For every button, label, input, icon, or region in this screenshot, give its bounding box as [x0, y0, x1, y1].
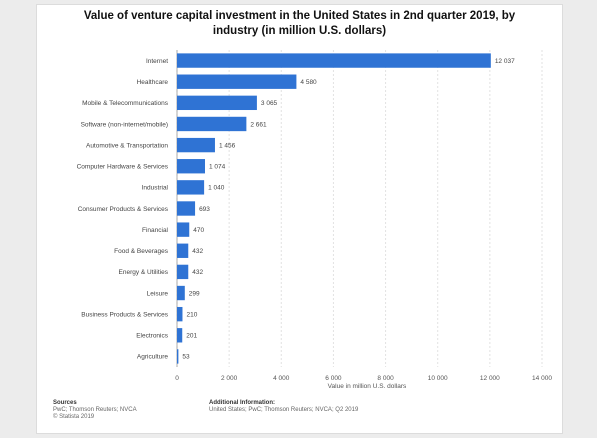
value-label: 432: [192, 248, 203, 255]
bar: [177, 159, 206, 174]
value-label: 3 065: [261, 100, 278, 107]
additional-info-text: United States; PwC; Thomson Reuters; NVC…: [209, 407, 359, 413]
sources-heading: Sources: [53, 400, 77, 406]
bar: [177, 349, 179, 364]
sources-text: PwC; Thomson Reuters; NVCA: [53, 407, 137, 413]
x-axis-label: Value in million U.S. dollars: [327, 383, 407, 390]
value-label: 2 661: [250, 121, 267, 128]
x-tick-label: 8 000: [377, 375, 394, 382]
bar: [177, 95, 257, 111]
category-label: Automotive & Transportation: [86, 142, 168, 149]
value-label: 210: [186, 311, 197, 318]
chart-title: Value of venture capital investment in t…: [37, 9, 562, 39]
value-label: 201: [186, 333, 197, 340]
additional-info-section: Additional Information: United States; P…: [209, 400, 358, 414]
category-label: Electronics: [136, 333, 169, 340]
bar: [177, 201, 196, 216]
value-label: 12 037: [495, 58, 515, 65]
x-tick-label: 0: [175, 375, 179, 382]
chart-title-line-2: industry (in million U.S. dollars): [212, 25, 387, 37]
category-label: Business Products & Services: [81, 311, 168, 318]
value-label: 693: [199, 206, 210, 213]
category-label: Computer Hardware & Services: [77, 164, 169, 171]
bar: [177, 243, 189, 258]
x-tick-label: 12 000: [480, 375, 500, 382]
bar: [177, 264, 189, 280]
bar: [177, 306, 183, 322]
value-label: 299: [189, 290, 200, 297]
category-label: Leisure: [147, 290, 169, 297]
chart-card: Value of venture capital investment in t…: [36, 4, 563, 434]
category-label: Food & Beverages: [114, 248, 169, 255]
additional-info-heading: Additional Information:: [209, 400, 275, 406]
category-label: Agriculture: [137, 354, 168, 361]
bar: [177, 285, 185, 301]
bar: [177, 74, 297, 89]
value-label: 1 456: [219, 142, 236, 149]
chart-title-line-1: Value of venture capital investment in t…: [83, 10, 516, 22]
bar: [177, 137, 215, 153]
value-label: 1 074: [209, 164, 226, 171]
category-label: Financial: [142, 227, 169, 234]
category-label: Energy & Utilities: [119, 269, 169, 276]
copyright-text: © Statista 2019: [53, 414, 95, 420]
category-label: Internet: [146, 58, 168, 65]
x-tick-label: 14 000: [532, 375, 552, 382]
x-tick-label: 4 000: [273, 375, 290, 382]
x-tick-label: 2 000: [221, 375, 238, 382]
value-label: 4 580: [300, 79, 317, 86]
bar: [177, 53, 491, 68]
sources-section: Sources PwC; Thomson Reuters; NVCA © Sta…: [53, 400, 137, 421]
category-label: Industrial: [142, 185, 169, 192]
category-label: Consumer Products & Services: [78, 206, 169, 213]
value-label: 1 040: [208, 185, 225, 192]
category-label: Healthcare: [137, 79, 169, 86]
value-label: 53: [182, 354, 190, 361]
value-label: 470: [193, 227, 204, 234]
x-tick-label: 6 000: [325, 375, 342, 382]
category-label: Mobile & Telecommunications: [82, 100, 169, 107]
bar-chart: 0 2 000 4 000 6 000 8 000 10 000 12 000 14 000 I…: [77, 50, 552, 382]
bar: [177, 328, 183, 343]
bar: [177, 116, 247, 132]
value-label: 432: [192, 269, 203, 276]
category-label: Software (non-internet/mobile): [81, 121, 168, 128]
bar: [177, 180, 205, 195]
bar: [177, 222, 190, 237]
x-tick-label: 10 000: [428, 375, 448, 382]
